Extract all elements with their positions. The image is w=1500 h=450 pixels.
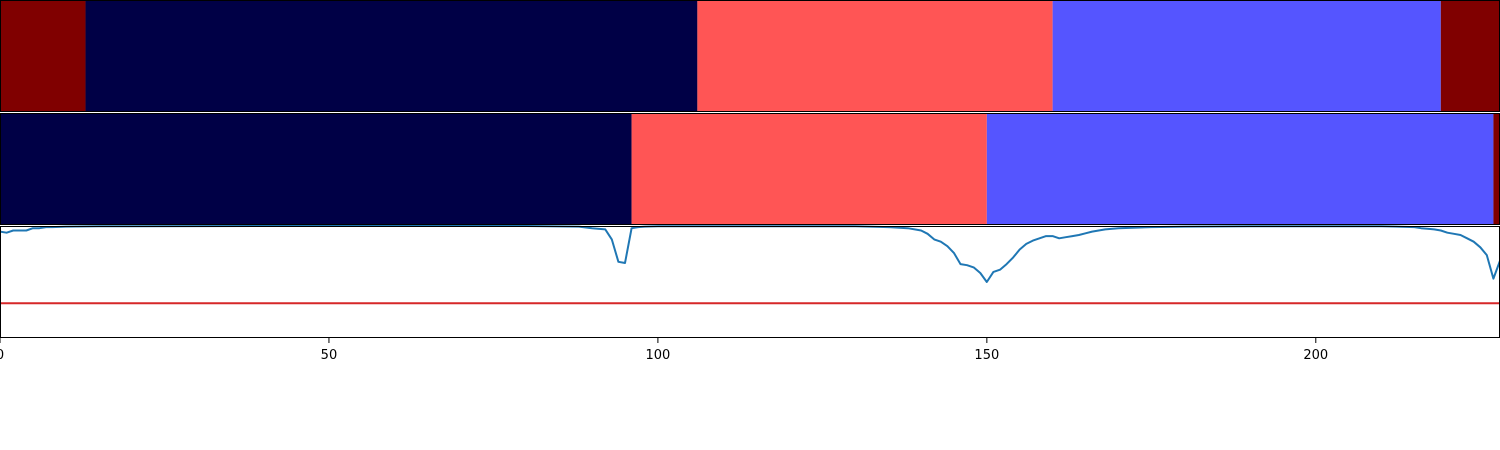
x-tick-label: 0 bbox=[0, 348, 4, 363]
x-tick-label: 50 bbox=[321, 348, 338, 363]
bar-segment bbox=[1052, 0, 1441, 112]
bar-segment bbox=[986, 113, 1494, 225]
segment-bar-panel-1 bbox=[0, 0, 1500, 112]
bar-segment bbox=[0, 0, 86, 112]
plot-background bbox=[0, 226, 1500, 338]
line-plot-panel: 0 50 100 150 200 bbox=[0, 225, 1500, 363]
bar-segment bbox=[631, 113, 987, 225]
x-tick-label: 200 bbox=[1303, 348, 1328, 363]
segment-bar-panel-2 bbox=[0, 113, 1500, 225]
bar-segment bbox=[0, 113, 632, 225]
bar-segment bbox=[1493, 113, 1500, 225]
bar-segment bbox=[85, 0, 698, 112]
x-tick-label: 100 bbox=[645, 348, 670, 363]
bar-segment bbox=[697, 0, 1053, 112]
bar-segment bbox=[1440, 0, 1500, 112]
x-tick-label: 150 bbox=[974, 348, 999, 363]
